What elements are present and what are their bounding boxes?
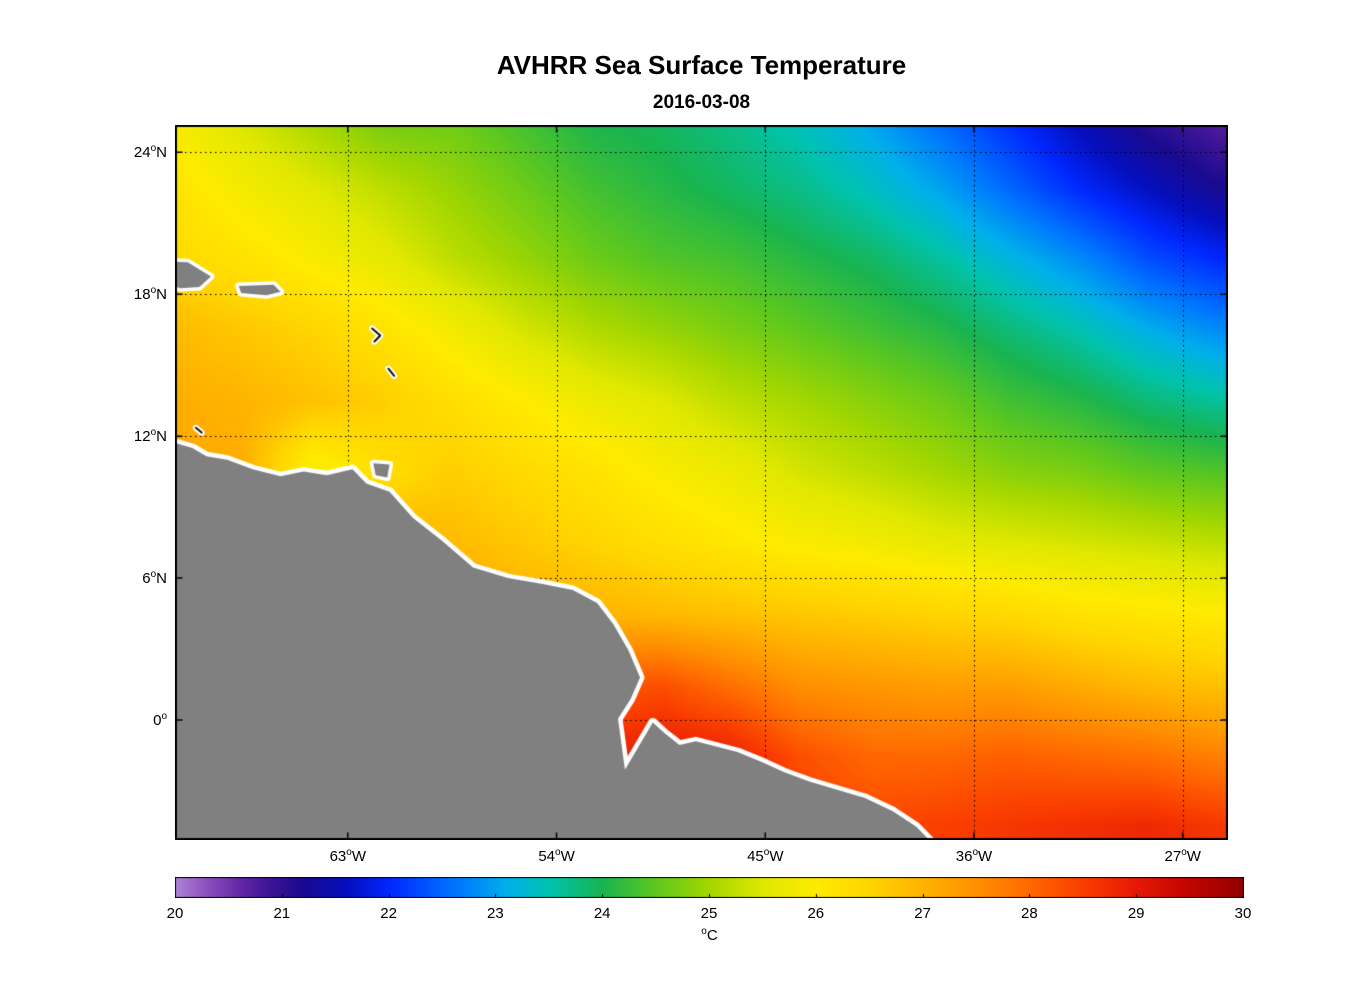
colorbar-tick-label: 28	[1021, 905, 1038, 922]
colorbar-tick-label: 30	[1234, 905, 1252, 922]
colorbar-tick-label: 20	[166, 905, 184, 922]
chart-title: AVHRR Sea Surface Temperature	[496, 50, 907, 80]
lat-tick-label: 18oN	[133, 285, 167, 304]
lon-tick-label: 45oW	[747, 847, 784, 865]
colorbar-tick-label: 21	[273, 905, 291, 922]
lon-tick-label: 27oW	[1164, 847, 1201, 865]
colorbar-tick-label: 29	[1127, 905, 1145, 922]
chart-date-subtitle: 2016-03-08	[652, 92, 751, 113]
lat-tick-label: 6oN	[142, 569, 167, 588]
colorbar-tick-label: 26	[807, 905, 825, 922]
lat-tick-label: 0o	[153, 711, 167, 730]
colorbar-tick-label: 25	[700, 905, 718, 922]
sst-map-canvas	[175, 125, 1228, 840]
colorbar-canvas	[175, 877, 1244, 898]
colorbar-tick-label: 22	[380, 905, 397, 922]
lon-tick-label: 54oW	[538, 847, 575, 865]
lon-tick-label: 63oW	[329, 847, 366, 865]
colorbar-tick-label: 27	[914, 905, 931, 922]
colorbar-tick-label: 23	[487, 905, 504, 922]
colorbar-unit-label: oC	[701, 926, 718, 944]
lat-tick-label: 12oN	[133, 427, 167, 446]
lat-tick-label: 24oN	[133, 143, 167, 162]
lon-tick-label: 36oW	[955, 847, 993, 865]
colorbar-tick-label: 24	[593, 905, 611, 922]
